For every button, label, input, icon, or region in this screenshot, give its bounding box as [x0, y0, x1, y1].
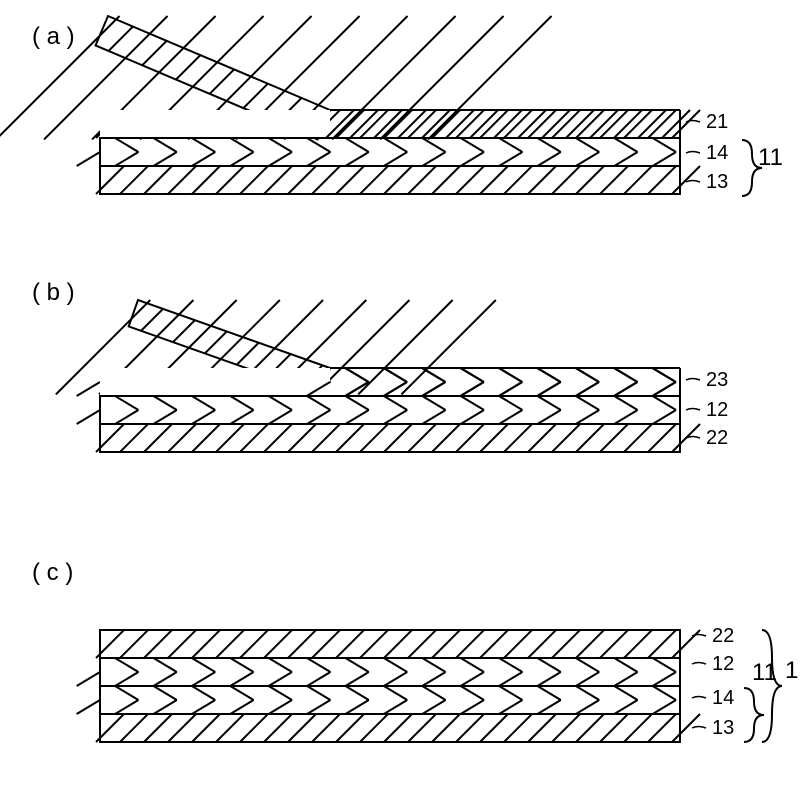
diagram-container: ( a )21141311( b )231222( c )22121413111 [0, 0, 800, 807]
layer-label-22: 22 [712, 625, 734, 647]
panel-label-c: ( c ) [32, 559, 73, 586]
layer-label-22: 22 [706, 427, 728, 449]
layer-label-13: 13 [706, 171, 728, 193]
diagram-svg: ( a )21141311( b )231222( c )22121413111 [0, 0, 800, 807]
layer-label-23: 23 [706, 369, 728, 391]
layer-label-13: 13 [712, 717, 734, 739]
panel-label-b: ( b ) [32, 279, 75, 306]
layer-label-14: 14 [706, 142, 728, 164]
layer-label-12: 12 [706, 399, 728, 421]
layer-label-14: 14 [712, 687, 734, 709]
layer-label-12: 12 [712, 653, 734, 675]
svg-text:11: 11 [758, 144, 783, 171]
layer-label-21: 21 [706, 111, 728, 133]
svg-text:1: 1 [785, 657, 798, 684]
panel-label-a: ( a ) [32, 23, 75, 50]
